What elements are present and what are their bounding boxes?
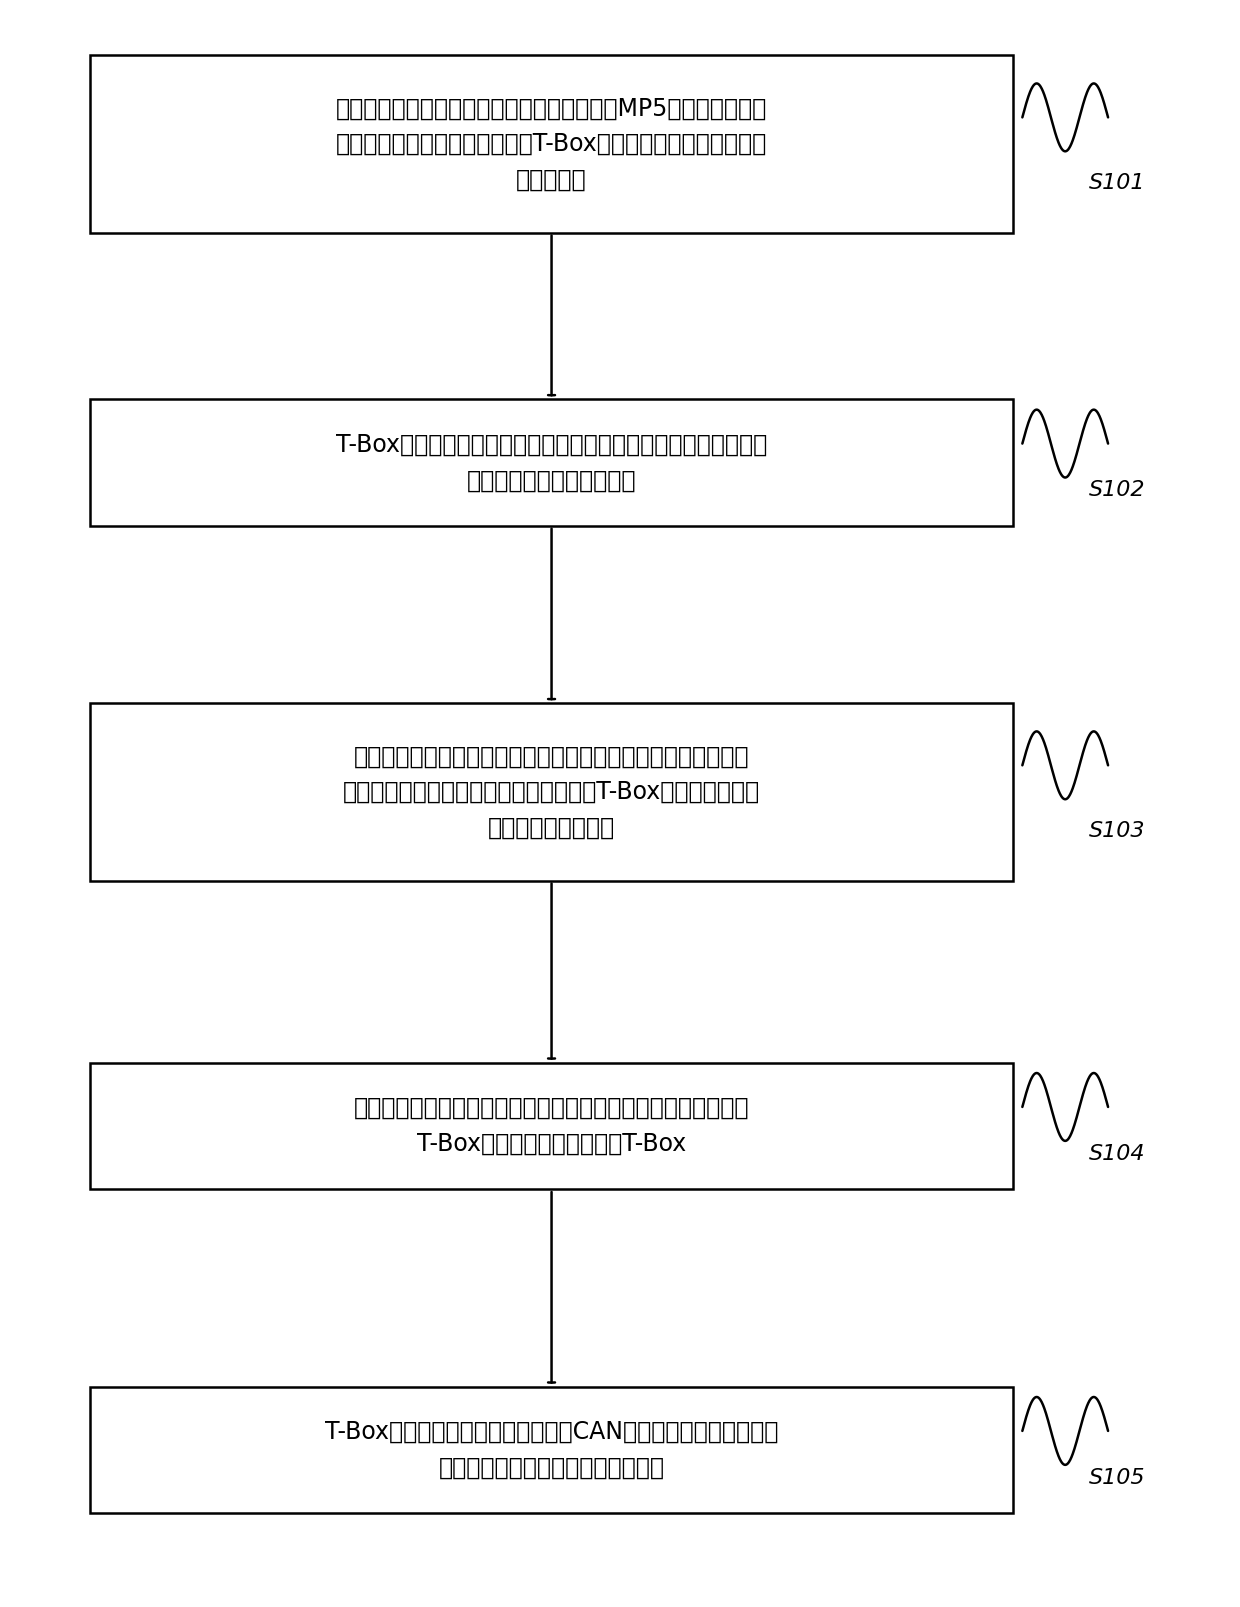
- FancyBboxPatch shape: [91, 1387, 1013, 1514]
- FancyBboxPatch shape: [91, 399, 1013, 525]
- Text: T-Box在接收车联网服务平台发送的预约充电请求后，向车载充电
器输出预约充电请求标志位: T-Box在接收车联网服务平台发送的预约充电请求后，向车载充电 器输出预约充电请…: [336, 432, 768, 492]
- Text: 车联网服务平台接收用户通过移动终端或车载MP5发送的预约充电
请求，并将预约充电请求发送至T-Box，所述预约充电请求携带充
电预约时间: 车联网服务平台接收用户通过移动终端或车载MP5发送的预约充电 请求，并将预约充电…: [336, 96, 768, 191]
- Text: T-Box在接收开始充电请求后，通过CAN网络唤醒整车控制器和动
力电池管理系统，进入交流充电流程: T-Box在接收开始充电请求后，通过CAN网络唤醒整车控制器和动 力电池管理系统…: [325, 1421, 779, 1480]
- FancyBboxPatch shape: [91, 704, 1013, 881]
- Text: 车联网服务平台开启后台计时，并在到达充电预约时间时，唤醒
T-Box并发送开始充电请求给T-Box: 车联网服务平台开启后台计时，并在到达充电预约时间时，唤醒 T-Box并发送开始充…: [353, 1096, 749, 1155]
- Text: S103: S103: [1089, 821, 1146, 840]
- FancyBboxPatch shape: [91, 55, 1013, 233]
- Text: 车载充电器在接收到预约充电请求标志位后，判断预约充电是否
成功，若预约充电成功，则车载充电器向T-Box反馈预约成功状
态，并进入休眠状态: 车载充电器在接收到预约充电请求标志位后，判断预约充电是否 成功，若预约充电成功，…: [343, 744, 760, 839]
- FancyBboxPatch shape: [91, 1062, 1013, 1189]
- Text: S105: S105: [1089, 1467, 1146, 1488]
- Text: S101: S101: [1089, 174, 1146, 193]
- Text: S102: S102: [1089, 480, 1146, 500]
- Text: S104: S104: [1089, 1144, 1146, 1163]
